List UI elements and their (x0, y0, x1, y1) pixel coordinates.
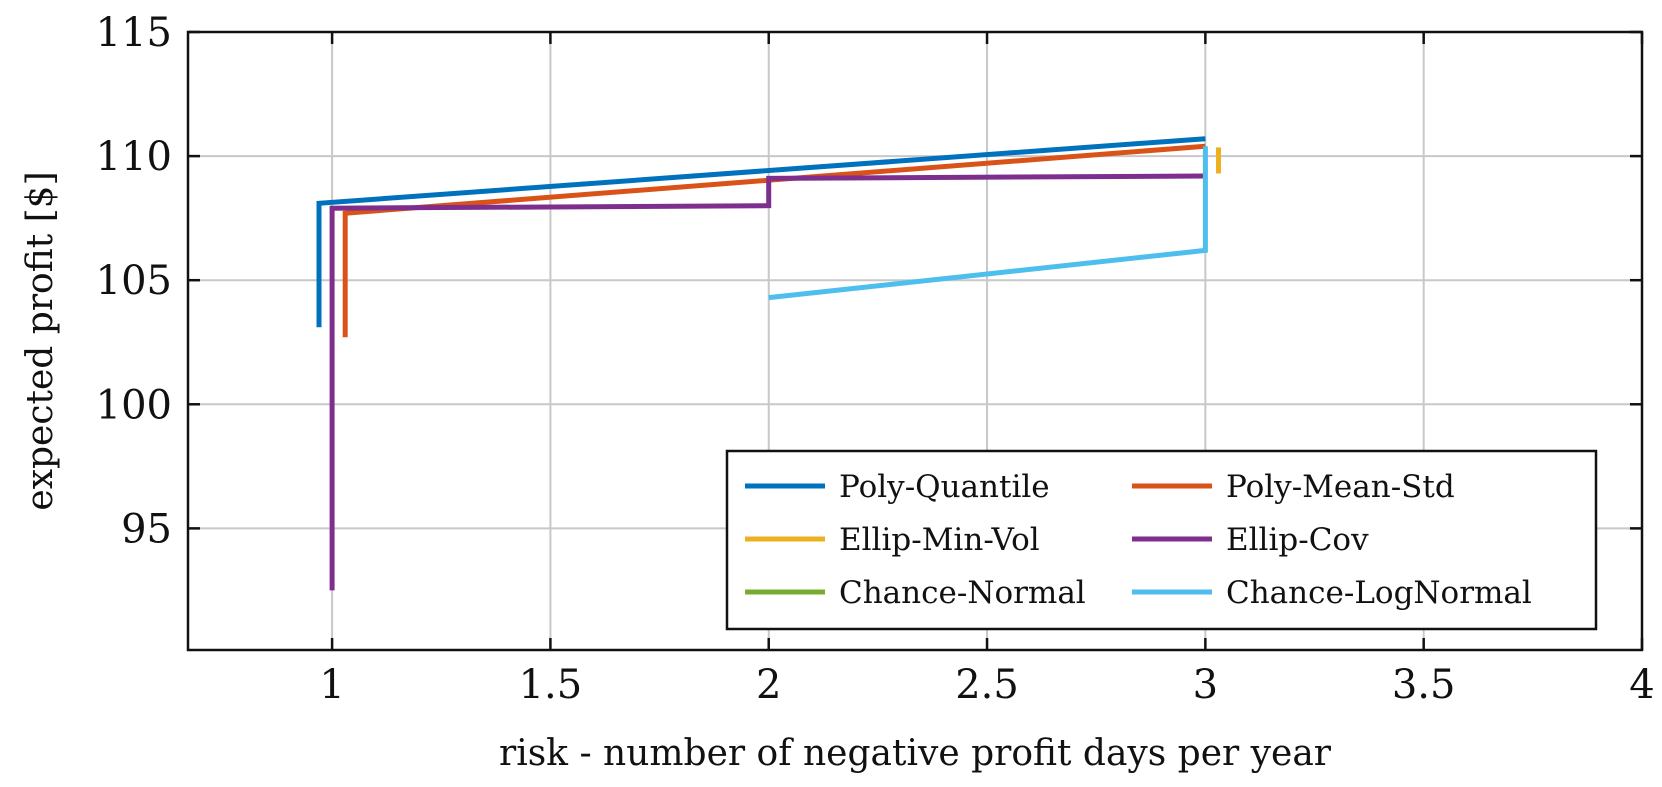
series-line-chance-lognormal (768, 146, 1208, 301)
legend-entry-label: Ellip-Min-Vol (839, 522, 1040, 558)
series-lines (316, 136, 1221, 591)
x-axis-label: risk - number of negative profit days pe… (499, 733, 1332, 774)
y-tick-label: 115 (96, 10, 172, 56)
x-tick-label: 1 (319, 662, 344, 708)
legend-entry-label: Chance-Normal (839, 575, 1086, 611)
legend-entry-label: Ellip-Cov (1226, 522, 1369, 558)
y-tick-label: 95 (121, 506, 172, 552)
x-tick-label: 2.5 (955, 662, 1019, 708)
x-tick-label: 1.5 (519, 662, 583, 708)
plot-border (186, 30, 1644, 652)
series-line-poly-mean-std (342, 143, 1206, 338)
y-tick-label: 100 (96, 382, 172, 428)
x-tick-label: 3 (1193, 662, 1218, 708)
legend: Poly-Quantile Poly-Mean-Std Ellip-Min-Vol E… (725, 449, 1598, 631)
legend-entry-label: Chance-LogNormal (1226, 575, 1532, 611)
legend-entry-label: Poly-Quantile (839, 469, 1050, 505)
x-tick-label: 4 (1629, 662, 1654, 708)
y-axis-ticks: 95 100 105 110 115 (96, 10, 1642, 552)
y-axis-label: expected profit [$] (20, 171, 61, 510)
y-tick-label: 110 (96, 134, 172, 180)
series-line-poly-quantile (316, 136, 1206, 328)
x-tick-label: 2 (756, 662, 781, 708)
y-tick-label: 105 (96, 258, 172, 304)
x-tick-label: 3.5 (1392, 662, 1456, 708)
legend-entry-label: Poly-Mean-Std (1226, 469, 1455, 505)
plot-frame (186, 30, 1644, 652)
x-axis-ticks: 1 1.5 2 2.5 3 3.5 4 (319, 32, 1655, 708)
series-line-ellip-cov (329, 173, 1206, 591)
